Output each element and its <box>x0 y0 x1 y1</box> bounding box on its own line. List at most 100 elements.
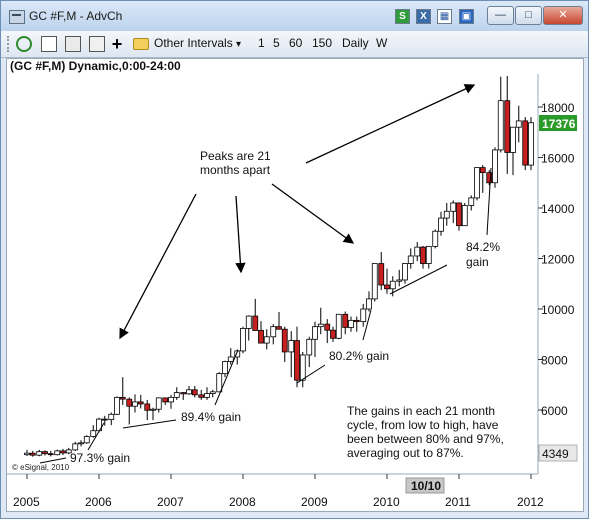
candle-body <box>420 246 426 264</box>
candle-body <box>414 246 421 257</box>
annotation-peaks-line2: months apart <box>200 163 271 177</box>
x-icon[interactable]: X <box>416 9 431 24</box>
window-title: GC #F,M - AdvCh <box>29 9 123 23</box>
esignal-logo: © eSignal, 2010 <box>12 463 70 472</box>
candle-body <box>173 392 180 398</box>
candle-body <box>83 436 90 444</box>
candle-body <box>425 245 432 264</box>
last-price-label: 17376 <box>542 117 576 131</box>
s-icon[interactable]: S <box>395 9 410 24</box>
annotation-summary-line4: averaging out to 87%. <box>347 446 464 460</box>
candle-body <box>353 319 360 323</box>
candle-body <box>227 356 234 362</box>
arrow-peak-2011 <box>305 84 476 164</box>
candle-body <box>522 120 529 166</box>
gain-line-894 <box>122 419 177 429</box>
arrow-peak-2006 <box>119 193 197 340</box>
candle-body <box>186 389 192 395</box>
annotation-gain-894: 89.4% gain <box>181 410 241 424</box>
candle-body <box>29 452 36 456</box>
gain-line-894b <box>214 349 239 406</box>
folder-icon[interactable] <box>133 38 149 50</box>
candle-body <box>324 323 331 331</box>
link-icon[interactable] <box>16 36 32 52</box>
candle-body <box>101 418 108 421</box>
date-marker-label: 10/10 <box>411 479 441 493</box>
y-tick-label: 10000 <box>541 303 575 317</box>
candle-body <box>486 172 493 184</box>
interval-daily-button[interactable]: Daily <box>342 36 369 50</box>
candle-body <box>54 450 61 456</box>
candle-body <box>294 340 300 381</box>
interval-60-button[interactable]: 60 <box>289 36 303 50</box>
candle-body <box>240 328 246 352</box>
layout-icon[interactable]: ▦ <box>437 9 452 24</box>
y-tick-label: 18000 <box>541 101 575 115</box>
window-icon[interactable]: ▣ <box>459 9 474 24</box>
candle-body <box>468 197 475 206</box>
x-tick-label: 2006 <box>85 495 112 509</box>
x-tick-label: 2007 <box>157 495 184 509</box>
candle-body <box>528 122 534 166</box>
toolbar-grip-icon[interactable] <box>7 36 12 52</box>
candle-body <box>378 263 385 286</box>
chart-area[interactable] <box>6 58 584 512</box>
candle-body <box>407 255 414 264</box>
gain-line-802 <box>296 364 326 384</box>
chart-header: (GC #F,M) Dynamic,0:00-24:00 <box>10 59 181 73</box>
copy-icon[interactable] <box>65 36 81 52</box>
gain-line-802b <box>362 309 372 341</box>
arrow-peak-2009 <box>271 183 355 244</box>
close-button[interactable]: ✕ <box>543 6 583 25</box>
candle-body <box>474 167 480 199</box>
x-tick-label: 2010 <box>373 495 400 509</box>
y-tick-label: 6000 <box>541 404 568 418</box>
gain-line-842 <box>389 264 448 295</box>
candle-body <box>461 205 468 227</box>
study-icon[interactable] <box>89 36 105 52</box>
annotation-summary-line3: been between 80% and 97%, <box>347 432 504 446</box>
candle-body <box>36 451 43 456</box>
toolbar: + <box>1 31 588 58</box>
candle-body <box>155 397 162 410</box>
interval-150-button[interactable]: 150 <box>312 36 333 50</box>
candle-body <box>456 202 462 227</box>
interval-5-button[interactable]: 5 <box>273 36 280 50</box>
candle-body <box>384 284 390 290</box>
x-tick-label: 2005 <box>13 495 40 509</box>
candle-body <box>108 413 115 420</box>
gain-line-842b <box>486 167 492 236</box>
add-icon[interactable]: + <box>111 34 123 54</box>
candle-body <box>191 389 198 396</box>
candle-body <box>204 393 210 398</box>
arrow-peak-2008 <box>235 195 246 274</box>
interval-weekly-button[interactable]: W <box>376 36 388 50</box>
minimize-button[interactable]: — <box>487 6 514 25</box>
interval-1-button[interactable]: 1 <box>258 36 265 50</box>
candle-body <box>263 336 270 344</box>
title-bar[interactable]: GC #F,M - AdvCh S X ▦ ▣ — □ ✕ <box>1 1 588 31</box>
gain-line-973 <box>39 457 67 464</box>
candle-body <box>438 217 444 232</box>
candle-body <box>258 330 264 344</box>
gain-line-973b <box>87 422 105 451</box>
other-intervals-label: Other Intervals <box>154 36 233 50</box>
candle-body <box>335 313 342 339</box>
candle-body <box>24 452 30 456</box>
candle-body <box>360 308 367 323</box>
properties-icon[interactable] <box>41 36 57 52</box>
candle-body <box>515 120 522 128</box>
candle-body <box>150 408 156 411</box>
annotation-gain-842-line1: 84.2% <box>466 240 500 254</box>
candle-body <box>281 328 288 353</box>
candle-body <box>72 443 79 451</box>
maximize-button[interactable]: □ <box>515 6 542 25</box>
candle-body <box>222 361 228 375</box>
candle-body <box>317 323 324 328</box>
y-tick-label: 16000 <box>541 152 575 166</box>
other-intervals-dropdown[interactable]: Other Intervals ▾ <box>154 36 241 50</box>
candle-body <box>479 167 486 174</box>
annotation-peaks-line1: Peaks are 21 <box>200 149 271 163</box>
candle-body <box>162 397 169 403</box>
